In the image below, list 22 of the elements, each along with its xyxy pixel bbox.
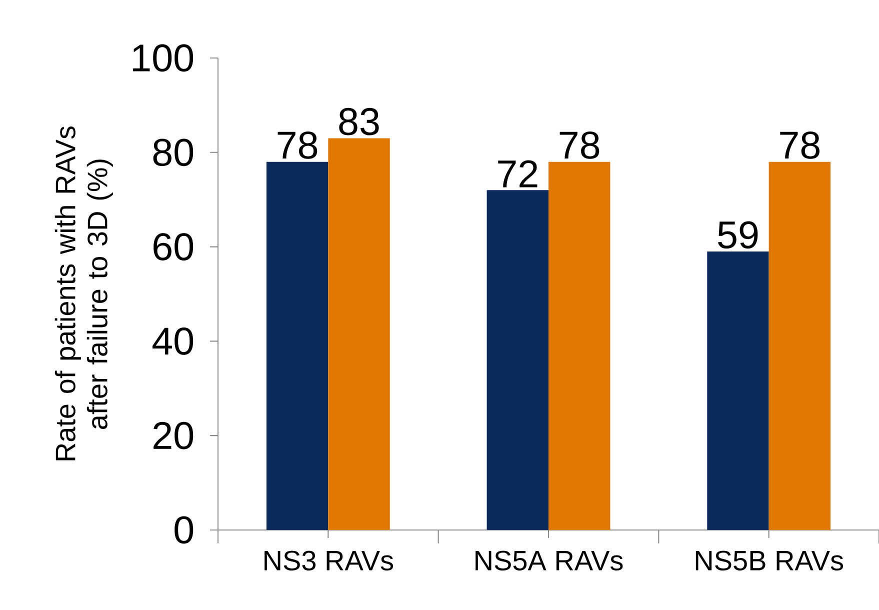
data-label: 59	[718, 221, 758, 249]
y-tick-label: 100	[133, 44, 194, 72]
y-tick-label: 80	[153, 138, 194, 166]
x-tick-label: NS5B RAVs	[696, 550, 844, 571]
y-tick-label: 40	[152, 328, 194, 355]
data-label: 78	[560, 132, 600, 159]
y-tick-label: 0	[174, 516, 194, 544]
x-tick-label: NS5A RAVs	[476, 550, 623, 571]
y-tick-label: 60	[154, 233, 194, 260]
data-label: 78	[278, 132, 318, 159]
bar	[266, 162, 328, 530]
bar	[486, 190, 548, 530]
y-axis-title: Rate of patients with RAVs after failure to 3D (%)	[54, 126, 113, 460]
bar	[548, 162, 610, 530]
bar	[768, 162, 831, 530]
data-label: 72	[498, 160, 538, 188]
x-tick-label: NS3 RAVs	[264, 550, 394, 571]
bar	[328, 138, 390, 530]
bar	[707, 252, 769, 530]
data-label: 83	[339, 108, 379, 136]
y-tick-label: 20	[154, 422, 194, 450]
data-label: 78	[780, 132, 820, 159]
